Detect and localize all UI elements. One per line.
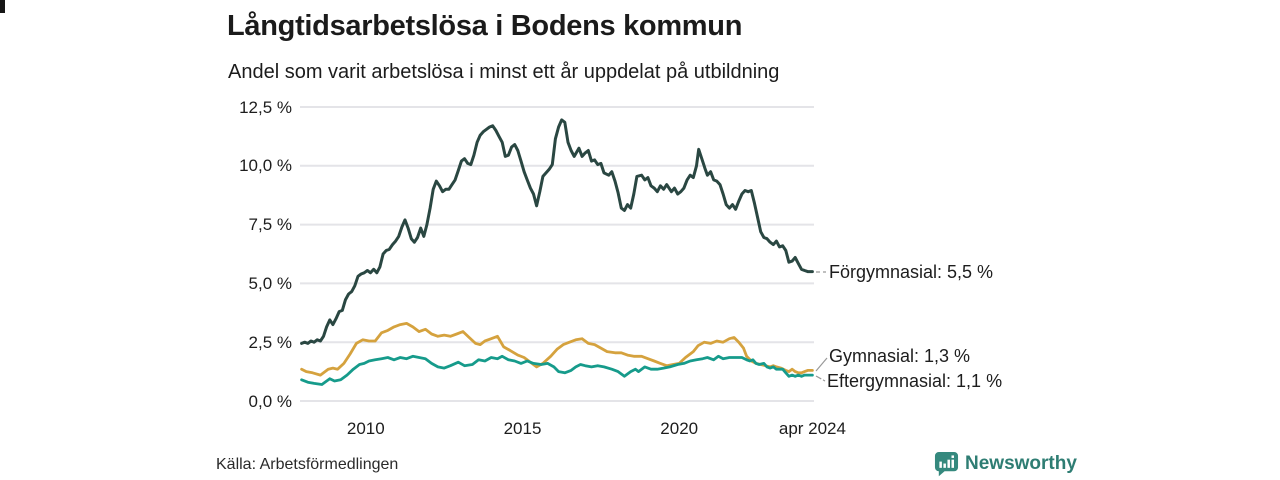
newsworthy-wordmark: Newsworthy	[965, 453, 1077, 474]
gridlines	[300, 106, 814, 402]
series-lines	[300, 118, 814, 386]
y-tick-label: 7,5 %	[248, 215, 292, 235]
screen-corner-artifact	[0, 0, 5, 13]
newsworthy-logo-icon	[934, 451, 959, 477]
connector-eftergymnasial	[815, 375, 826, 382]
newsworthy-brand: Newsworthy	[934, 451, 1077, 477]
y-tick-label: 0,0 %	[248, 391, 292, 411]
page-title: Långtidsarbetslösa i Bodens kommun	[227, 10, 743, 42]
series-end-label-forgymnasial: Förgymnasial: 5,5 %	[829, 262, 994, 282]
source-attribution: Källa: Arbetsförmedlingen	[216, 456, 399, 473]
y-tick-label: 10,0 %	[239, 156, 292, 176]
x-tick-label: 2015	[503, 419, 542, 438]
series-end-label-gymnasial: Gymnasial: 1,3 %	[829, 346, 971, 366]
x-tick-label: apr 2024	[778, 419, 846, 438]
chart-subtitle: Andel som varit arbetslösa i minst ett å…	[228, 61, 780, 83]
x-tick-label: 2020	[660, 419, 699, 438]
y-tick-label: 12,5 %	[239, 97, 292, 117]
series-line-gymnasial	[300, 321, 814, 377]
x-tick-label: 2010	[346, 419, 385, 438]
y-tick-label: 2,5 %	[248, 332, 292, 352]
series-line-eftergymnasial	[300, 354, 814, 386]
series-end-label-eftergymnasial: Eftergymnasial: 1,1 %	[827, 371, 1003, 391]
connector-gymnasial	[815, 357, 828, 372]
series-line-förgymnasial	[300, 118, 814, 345]
label-connectors	[815, 271, 828, 382]
y-tick-label: 5,0 %	[248, 273, 292, 293]
